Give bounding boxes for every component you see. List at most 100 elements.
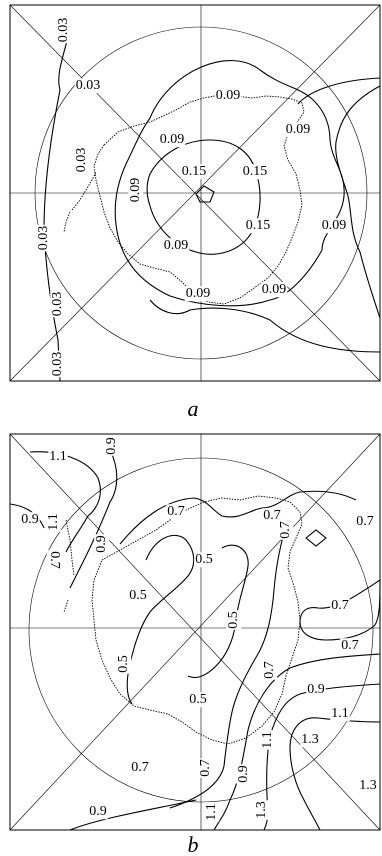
label-background — [56, 16, 72, 44]
panel-a-contour-0.03-west — [43, 29, 71, 382]
panel-b-label: 0.5 — [226, 611, 241, 629]
panel-b-label: 0.7 — [47, 551, 62, 569]
panel-a-label: 0.15 — [182, 164, 207, 179]
label-background — [46, 512, 62, 532]
label-background — [48, 449, 68, 465]
label-background — [284, 122, 312, 138]
panel-a-letter: a — [188, 396, 199, 421]
panel-a-label: 0.09 — [186, 286, 211, 301]
panel-a: 0.03 0.03 0.03 0.03 0.03 0.03 0.09 0.09 … — [9, 4, 381, 382]
label-background — [20, 512, 40, 528]
panel-b-label: 0.9 — [94, 535, 109, 553]
panel-b-contour-0.7-north — [119, 490, 357, 545]
label-background — [306, 682, 326, 698]
panel-a-contour-0.09-outer — [114, 60, 345, 307]
panel-b-label: 0.9 — [21, 512, 39, 527]
label-background — [184, 286, 212, 302]
panel-b-label: 1.1 — [46, 513, 61, 531]
panel-a-coastline — [63, 94, 305, 305]
panel-b-label: 0.7 — [262, 661, 277, 679]
panel-b-label: 0.7 — [341, 638, 359, 653]
panel-b-label: 0.7 — [167, 504, 185, 519]
panel-b-label: 1.3 — [301, 732, 319, 747]
label-background — [355, 514, 375, 530]
panel-b-label: 0.7 — [331, 598, 349, 613]
panel-b-meridian-diag-2 — [9, 433, 381, 831]
label-background — [180, 164, 208, 180]
label-background — [254, 800, 270, 820]
panel-b-latitude-circle — [28, 457, 374, 803]
panel-b-frame — [9, 433, 381, 831]
label-background — [226, 610, 242, 630]
label-background — [166, 504, 186, 520]
panel-b-label: 0.9 — [236, 765, 251, 783]
panel-a-contour-0.09-east-lobe — [335, 85, 381, 319]
panel-a-label: 0.09 — [286, 122, 311, 137]
panel-a-label: 0.09 — [262, 282, 287, 297]
panel-b-contour-1.1-east — [263, 683, 381, 831]
panel-a-contour-0.15 — [146, 139, 261, 255]
panel-b-contour-0.7-small — [305, 529, 327, 547]
panel-b-label: 0.5 — [195, 552, 213, 567]
panel-a-labels: 0.03 0.03 0.03 0.03 0.03 0.03 0.09 0.09 … — [36, 16, 348, 378]
label-background — [260, 730, 276, 750]
label-background — [116, 654, 132, 674]
panel-b-letter: b — [188, 832, 199, 856]
label-background — [320, 218, 348, 234]
panel-b-label: 0.7 — [198, 759, 213, 777]
label-background — [128, 176, 144, 204]
label-background — [50, 350, 66, 378]
label-background — [241, 164, 269, 180]
panel-b-contour-1.1 — [29, 451, 101, 553]
label-background — [244, 218, 272, 234]
panel-b-label: 0.5 — [129, 588, 147, 603]
panel-a-label: 0.09 — [322, 218, 347, 233]
label-background — [204, 802, 220, 822]
panel-b-contour-0.7-south — [69, 799, 197, 831]
panel-a-label: 0.03 — [50, 292, 65, 317]
label-background — [300, 732, 320, 748]
label-background — [88, 804, 108, 820]
panel-b-contour-0.9-east — [213, 653, 381, 831]
panel-b-contour-0.7-east-lobe — [299, 579, 381, 641]
panel-b-contour-0.9-top — [9, 503, 45, 529]
label-background — [162, 238, 190, 254]
panel-b-label: 1.1 — [260, 731, 275, 749]
label-background — [262, 660, 278, 680]
panel-b-contour-0.7-east — [169, 519, 289, 809]
label-background — [236, 764, 252, 784]
panel-a-latitude-circle — [34, 26, 368, 360]
panel-b-label: 0.9 — [104, 437, 119, 455]
label-background — [94, 534, 110, 554]
label-background — [50, 290, 66, 318]
panel-b-contour-0.9-west — [69, 449, 118, 589]
panel-a-label: 0.15 — [246, 218, 271, 233]
panel-a-label: 0.09 — [216, 88, 241, 103]
panel-a-label: 0.03 — [50, 352, 65, 377]
panel-a-label: 0.09 — [164, 238, 189, 253]
label-background — [74, 78, 102, 94]
label-background — [74, 146, 90, 174]
panel-b-label: 1.3 — [359, 778, 377, 793]
label-background — [330, 598, 350, 614]
panel-a-contour-0.03-east — [297, 77, 381, 105]
panel-b-label: 0.7 — [263, 508, 281, 523]
panel-b-label: 0.5 — [189, 692, 207, 707]
panel-b-coastline — [63, 495, 303, 745]
panel-b-label: 1.3 — [254, 801, 269, 819]
panel-b-label: 0.7 — [131, 760, 149, 775]
label-background — [330, 706, 350, 722]
panel-b-label: 1.1 — [49, 449, 67, 464]
label-background — [130, 760, 150, 776]
panel-b-label: 1.1 — [331, 706, 349, 721]
label-background — [46, 550, 62, 570]
label-background — [194, 552, 214, 568]
panel-a-label: 0.03 — [74, 148, 89, 173]
panel-a-label: 0.09 — [128, 178, 143, 203]
panel-b-labels: 1.1 0.9 0.9 1.1 0.7 0.7 0.7 0.7 0.5 0.9 … — [20, 436, 378, 822]
label-background — [128, 588, 148, 604]
panel-b: 1.1 0.9 0.9 1.1 0.7 0.7 0.7 0.7 0.5 0.9 … — [9, 433, 381, 831]
label-background — [358, 778, 378, 794]
label-background — [198, 758, 214, 778]
